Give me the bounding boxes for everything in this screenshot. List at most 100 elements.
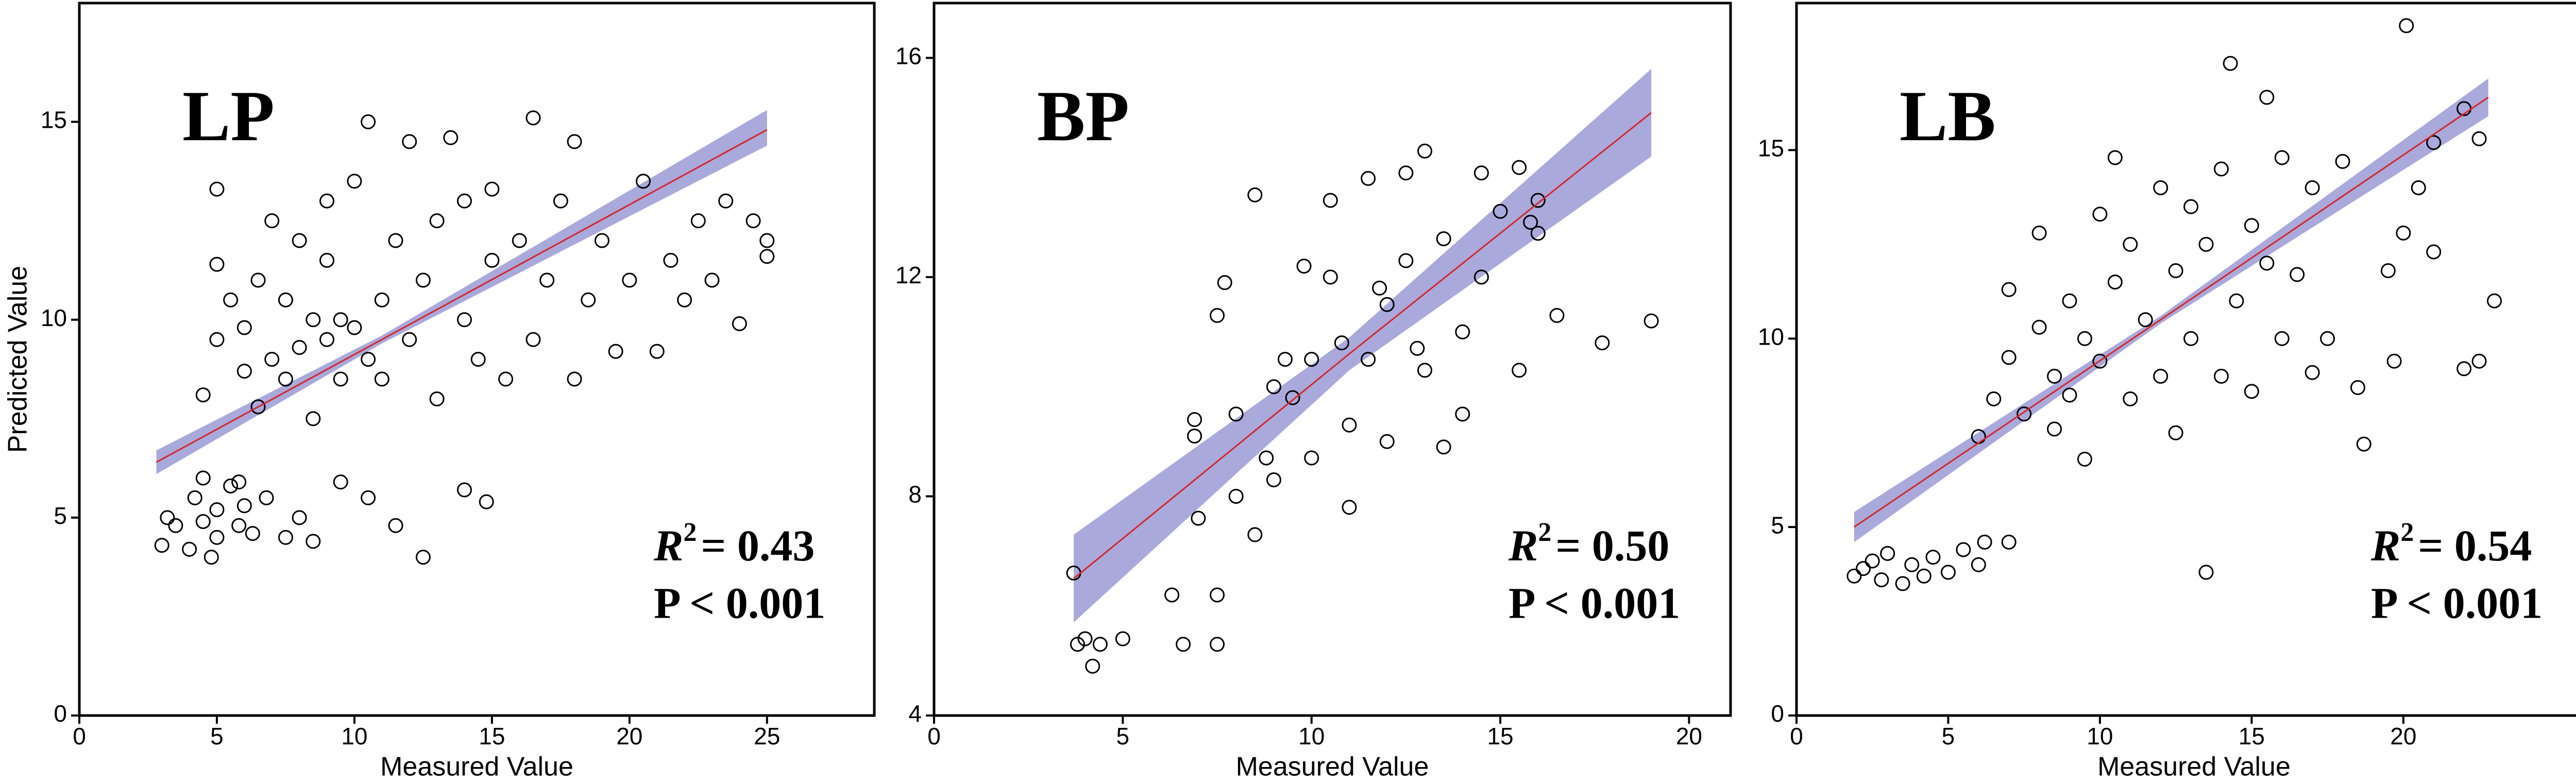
point <box>2198 236 2214 252</box>
fit-line <box>156 129 768 463</box>
point <box>1379 297 1395 312</box>
point <box>2123 391 2138 406</box>
point <box>278 292 293 308</box>
x-tick-label: 20 <box>2390 723 2416 750</box>
point <box>1164 587 1180 603</box>
point <box>567 371 582 387</box>
point <box>402 134 417 149</box>
point <box>1176 637 1191 652</box>
point <box>195 514 211 530</box>
point <box>1266 472 1281 488</box>
point <box>160 510 175 525</box>
point <box>1512 363 1527 378</box>
point <box>2259 90 2275 105</box>
confidence-band <box>1854 78 2488 542</box>
point <box>1530 226 1546 241</box>
point <box>2399 18 2414 33</box>
point <box>1342 417 1357 433</box>
r-sup: 2 <box>2400 518 2414 547</box>
point <box>1187 412 1202 428</box>
point <box>1398 165 1414 181</box>
y-tick-label: 15 <box>1758 135 1784 162</box>
point <box>292 510 307 525</box>
point <box>484 252 500 268</box>
r-symbol: R <box>653 521 683 570</box>
x-tick-label: 5 <box>1942 723 1955 750</box>
r-value: = 0.43 <box>701 521 815 570</box>
point <box>361 490 376 505</box>
r-squared: R2= 0.43 <box>653 518 815 570</box>
point <box>1092 637 1108 652</box>
point <box>236 364 252 379</box>
point <box>2304 365 2320 380</box>
point <box>374 292 389 308</box>
point <box>347 174 362 189</box>
point <box>1070 637 1085 652</box>
point <box>1530 193 1546 208</box>
point <box>2456 361 2472 377</box>
point <box>333 371 348 387</box>
point <box>374 371 389 387</box>
point <box>1874 572 1889 588</box>
point <box>2304 180 2320 196</box>
point <box>759 233 775 248</box>
point <box>1473 269 1489 285</box>
point <box>2274 150 2290 165</box>
r-symbol: R <box>2370 521 2400 570</box>
point <box>231 474 247 490</box>
point <box>1285 390 1300 405</box>
point <box>636 174 651 189</box>
point <box>704 273 720 288</box>
x-tick-label: 5 <box>1116 723 1130 750</box>
point <box>2386 353 2402 369</box>
plot-frame <box>1795 2 2576 717</box>
point <box>2274 331 2290 346</box>
point <box>1296 259 1312 274</box>
point <box>2426 135 2442 150</box>
point <box>223 292 239 308</box>
point <box>2214 368 2229 384</box>
point <box>209 502 225 517</box>
point <box>1436 231 1451 246</box>
point <box>319 193 335 209</box>
point <box>2153 368 2168 384</box>
point <box>649 344 665 359</box>
point <box>594 233 609 248</box>
point <box>2487 293 2502 309</box>
point <box>402 332 417 347</box>
point <box>2183 331 2199 346</box>
y-tick-label: 8 <box>908 481 922 508</box>
point <box>663 252 679 268</box>
point <box>2471 353 2487 369</box>
y-tick-label: 10 <box>1758 323 1784 350</box>
point <box>1210 308 1225 323</box>
point <box>2320 331 2335 346</box>
point <box>1210 587 1225 603</box>
point <box>429 391 445 406</box>
point <box>1865 553 1880 569</box>
point <box>1342 500 1357 515</box>
point <box>278 530 293 545</box>
r-squared: R2= 0.50 <box>1508 518 1669 570</box>
point <box>1971 557 1986 572</box>
fit-line <box>1854 96 2489 528</box>
confidence-band <box>1074 69 1652 623</box>
x-tick-label: 10 <box>1298 723 1325 750</box>
point <box>1361 171 1376 186</box>
point <box>526 332 541 347</box>
panel: 0 5 10 15 20 4 8 12 16 Measured Value BP R2= 0.50 P … <box>895 2 1732 782</box>
p-value: P < 0.001 <box>654 578 825 628</box>
r-squared: R2= 0.54 <box>2370 518 2532 570</box>
point <box>250 273 266 288</box>
r-sup: 2 <box>683 518 697 547</box>
point <box>2001 282 2016 297</box>
point <box>539 273 555 288</box>
point <box>2471 131 2487 146</box>
point <box>526 110 541 126</box>
point <box>264 213 280 229</box>
point <box>236 320 252 335</box>
p-value: P < 0.001 <box>1509 578 1680 628</box>
point <box>2092 353 2108 369</box>
